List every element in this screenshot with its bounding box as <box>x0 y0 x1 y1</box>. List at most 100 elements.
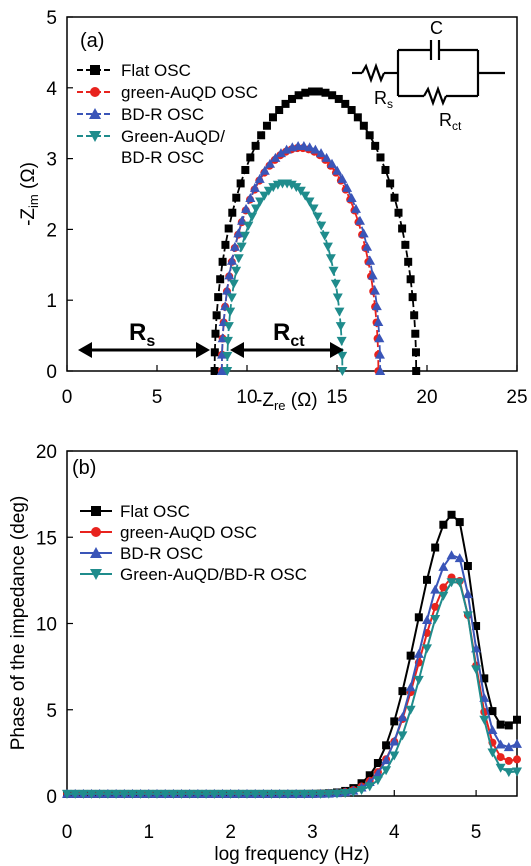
panel-a-data-point <box>224 270 235 280</box>
panel-a-legend-label: green-AuQD OSC <box>121 83 258 102</box>
panel-b-data-point <box>513 715 521 724</box>
panel-b-data-point <box>398 687 407 696</box>
rs-arrow-right-head <box>196 342 210 358</box>
equivalent-circuit-inset <box>352 40 505 107</box>
panel-b-data-point <box>160 789 171 799</box>
panel-a-ytick-label: 2 <box>46 220 57 241</box>
panel-b-bode-phase-plot: (b) 0 1 2 3 4 5 0 5 10 15 20 Flat OSC green-AuQD OS… <box>8 442 522 865</box>
panel-a-data-point <box>322 242 333 252</box>
rct-arrow-right-head <box>330 342 344 358</box>
panel-b-data-point <box>192 789 203 799</box>
panel-a-frame <box>66 16 518 372</box>
panel-a-data-point <box>326 158 337 168</box>
panel-a-data-point <box>224 224 233 233</box>
panel-a-xlabel: -Zre (Ω) <box>256 390 318 413</box>
panel-b-data-point <box>496 720 505 729</box>
panel-a-data-point <box>371 141 380 150</box>
panel-a-data-point <box>233 228 244 238</box>
panel-a-data-point <box>328 91 337 100</box>
panel-b-data-point <box>512 767 522 777</box>
panel-b-data-point <box>348 788 359 798</box>
panel-b-data-point <box>70 789 81 799</box>
panel-a-label: (a) <box>80 30 104 52</box>
panel-b-ytick-label: 5 <box>46 701 57 722</box>
panel-b-data-point <box>439 520 448 529</box>
panel-a-data-point <box>321 88 330 97</box>
panel-a-data-point <box>218 257 227 266</box>
panel-b-data-point <box>439 583 448 592</box>
panel-a-data-point <box>211 329 220 338</box>
panel-b-data-point <box>152 789 162 799</box>
panel-b-data-point <box>381 766 392 776</box>
panel-a-legend-label: BD-R OSC <box>121 148 204 167</box>
panel-b-data-point <box>135 789 146 799</box>
panel-b-data-point <box>168 789 179 799</box>
panel-a-data-point <box>334 307 345 317</box>
panel-a-data-point <box>281 99 290 108</box>
panel-a-data-point <box>328 266 339 276</box>
panel-a-xtick-label: 25 <box>506 387 527 408</box>
panel-a-data-point <box>334 94 343 103</box>
panel-b-data-point <box>356 786 367 796</box>
rct-arrow-left-head <box>230 342 244 358</box>
panel-a-data-point <box>301 88 310 97</box>
panel-a-data-point <box>410 311 419 320</box>
panel-b-data-point <box>487 748 498 758</box>
panel-a-series-line <box>213 90 418 372</box>
panel-b-data-point <box>340 789 351 799</box>
panel-a-legend-label: Green-AuQD/ <box>121 127 225 146</box>
panel-b-data-point <box>504 721 513 730</box>
panel-b-data-point <box>372 768 383 778</box>
panel-a-xtick-label: 5 <box>152 387 163 408</box>
panel-b-xtick-label: 0 <box>62 822 73 843</box>
panel-b-data-point <box>512 738 522 748</box>
panel-a-data-point <box>335 322 346 332</box>
panel-b-data-point <box>389 736 400 746</box>
panel-b-data-point <box>413 648 424 658</box>
panel-b-data-point <box>258 789 269 799</box>
panel-a-data-point <box>223 322 234 332</box>
panel-b-data-point <box>217 789 228 799</box>
rs-resistor-symbol <box>361 62 386 84</box>
panel-a-data-point <box>298 141 309 151</box>
panel-a-ytick-label: 1 <box>46 291 57 312</box>
panel-a-data-point <box>210 367 219 375</box>
panel-b-series-4 <box>62 578 522 799</box>
panel-a-data-point <box>222 336 233 346</box>
panel-a-data-point <box>336 336 347 346</box>
panel-a-data-point <box>369 285 380 295</box>
panel-a-data-point <box>404 257 413 266</box>
panel-a-data-point <box>232 193 241 202</box>
panel-b-data-point <box>382 741 391 750</box>
panel-a-data-point <box>225 307 236 317</box>
panel-a-data-point <box>236 179 245 188</box>
panel-a-data-point <box>316 221 327 231</box>
panel-a-data-point <box>268 113 277 122</box>
panel-a-data-point <box>257 131 266 140</box>
panel-a-data-point <box>216 366 227 375</box>
panel-a-data-point <box>295 186 306 196</box>
panel-a-data-point <box>236 242 247 252</box>
panel-b-data-point <box>479 715 490 725</box>
panel-a-data-point <box>294 91 303 100</box>
panel-a-data-point <box>304 197 315 207</box>
panel-a-series <box>210 87 421 376</box>
panel-b-data-point <box>372 776 383 786</box>
panel-b-series-line <box>67 576 518 795</box>
panel-b-ytick-label: 0 <box>46 787 57 808</box>
panel-a-ytick-label: 4 <box>46 79 57 100</box>
panel-b-data-point <box>405 705 416 715</box>
panel-b-xtick-label: 3 <box>307 822 318 843</box>
panel-a-data-point <box>231 266 242 276</box>
panel-b-data-point <box>127 789 138 799</box>
panel-a-series-1 <box>210 87 421 375</box>
panel-a-data-point <box>371 301 382 311</box>
panel-a-ytick-label: 3 <box>46 150 57 171</box>
panel-a-data-point <box>288 94 297 103</box>
panel-b-legend-label: green-AuQD OSC <box>120 523 257 542</box>
panel-a-data-point <box>406 275 415 284</box>
panel-a-data-point <box>263 186 274 196</box>
panel-a-data-point <box>241 203 252 213</box>
panel-b-ytick-label: 15 <box>36 528 57 549</box>
